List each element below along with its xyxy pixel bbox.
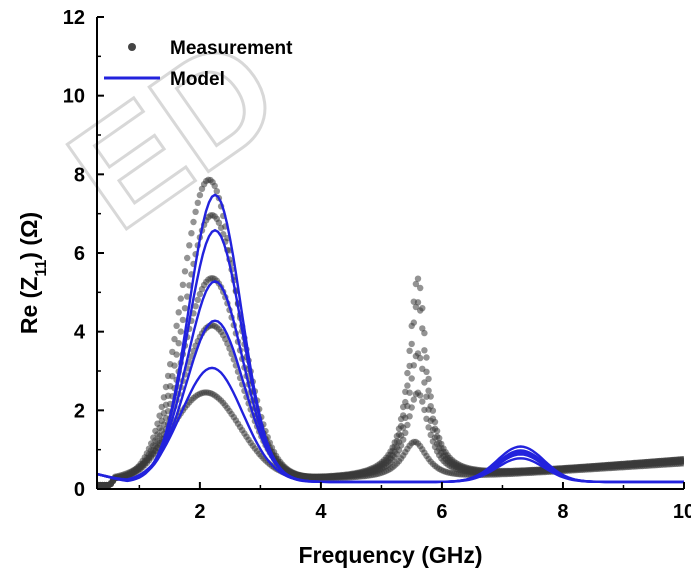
y-tick-label: 2 xyxy=(74,400,85,422)
measurement-point xyxy=(429,438,437,445)
measurement-point xyxy=(184,293,191,300)
measurement-point xyxy=(421,347,428,354)
y-axis-title-prefix: Re (Z xyxy=(16,277,42,335)
measurement-point xyxy=(417,354,424,362)
measurement-point xyxy=(181,305,189,312)
measurement-point xyxy=(177,295,184,302)
measurement-point xyxy=(186,242,193,249)
measurement-point xyxy=(395,447,403,454)
measurement-point xyxy=(194,296,201,303)
measurement-point xyxy=(169,373,176,380)
measurement-point xyxy=(404,369,411,377)
measurement-point xyxy=(404,382,411,389)
model-series-5 xyxy=(97,366,684,484)
measurement-point xyxy=(406,413,413,420)
measurement-point xyxy=(412,280,420,288)
measurement-point xyxy=(211,182,218,190)
measurement-point xyxy=(196,290,204,298)
measurement-point xyxy=(408,375,415,382)
measurement-point xyxy=(173,351,180,358)
measurement-point xyxy=(425,375,432,383)
measurement-point xyxy=(425,424,432,431)
x-tick-label: 8 xyxy=(557,501,568,523)
measurement-point xyxy=(175,309,182,316)
y-axis-title-subscript: 11 xyxy=(33,260,50,277)
y-axis-title: Re (Z11) (Ω) xyxy=(16,212,50,334)
y-tick-label: 8 xyxy=(74,164,85,186)
measurement-point xyxy=(406,389,413,396)
y-axis-title-suffix: ) (Ω) xyxy=(16,212,42,260)
plot-area xyxy=(97,176,684,489)
measurement-point xyxy=(215,219,223,226)
axes: 2 4 6 8 10 0 2 4 6 8 10 12 xyxy=(63,7,691,523)
measurement-point xyxy=(423,393,430,400)
measurement-series-5 xyxy=(97,389,684,489)
measurement-point xyxy=(410,362,417,369)
x-tick-label: 10 xyxy=(673,501,691,523)
measurement-point xyxy=(400,436,407,443)
measurement-point xyxy=(419,398,426,405)
y-tick-label: 0 xyxy=(74,479,85,501)
measurement-point xyxy=(417,307,424,314)
measurement-point xyxy=(419,365,426,372)
measurement-point xyxy=(177,328,184,335)
measurement-point xyxy=(421,406,428,414)
measurement-point xyxy=(408,404,415,411)
measurement-point xyxy=(406,347,413,354)
measurement-point xyxy=(417,392,424,399)
measurement-point xyxy=(408,340,415,348)
measurement-point xyxy=(419,325,426,332)
legend: Measurement Model xyxy=(104,38,293,90)
measurement-point xyxy=(414,275,422,282)
measurement-point xyxy=(194,199,201,206)
measurement-point xyxy=(427,431,434,439)
measurement-point xyxy=(190,218,197,226)
measurement-point xyxy=(179,316,187,324)
model-series-1 xyxy=(97,193,684,484)
measurement-point xyxy=(397,442,405,449)
model-series-group xyxy=(97,193,684,484)
measurement-point xyxy=(410,319,417,326)
measurement-point xyxy=(179,281,187,288)
measurement-point xyxy=(192,208,199,215)
measurement-point xyxy=(173,322,180,329)
y-tick-label: 10 xyxy=(63,86,85,108)
y-tick-label: 12 xyxy=(63,7,85,29)
x-tick-label: 4 xyxy=(315,501,327,523)
y-tick-label: 6 xyxy=(74,243,85,265)
measurement-point xyxy=(402,429,409,436)
measurement-point xyxy=(404,421,411,429)
legend-measurement-marker xyxy=(128,43,136,51)
measurement-point xyxy=(679,460,684,467)
measurement-point xyxy=(171,335,178,343)
measurement-point xyxy=(414,299,422,306)
measurement-point xyxy=(192,303,199,310)
x-tick-label: 2 xyxy=(194,501,205,523)
measurement-point xyxy=(217,224,225,231)
measurement-point xyxy=(410,396,417,403)
x-axis-title: Frequency (GHz) xyxy=(298,542,482,568)
measurement-point xyxy=(224,340,231,347)
y-tick-label: 4 xyxy=(74,322,86,344)
measurement-point xyxy=(423,354,430,361)
measurement-point xyxy=(213,188,220,195)
legend-model-label: Model xyxy=(170,69,225,90)
measurement-point xyxy=(421,379,428,386)
measurement-point xyxy=(425,387,432,394)
measurement-point xyxy=(171,362,178,369)
measurement-point xyxy=(423,415,430,422)
measurement-point xyxy=(181,268,189,275)
x-tick-label: 6 xyxy=(436,501,447,523)
measurement-point xyxy=(188,230,195,237)
measurement-point xyxy=(184,254,191,262)
measurement-point xyxy=(417,284,424,292)
measurement-point xyxy=(196,191,204,199)
measurement-point xyxy=(175,340,182,347)
legend-measurement-label: Measurement xyxy=(170,38,293,59)
